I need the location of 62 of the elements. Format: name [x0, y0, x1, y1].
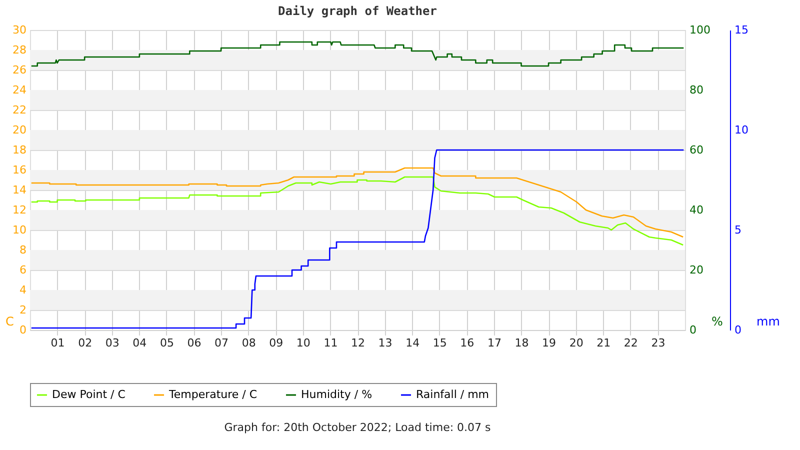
y-axis-title: C: [6, 314, 14, 328]
x-tick-label: 16: [460, 336, 474, 350]
x-tick-label: 07: [214, 336, 229, 350]
x-tick-label: 22: [624, 336, 638, 350]
x-tick-label: 21: [596, 336, 611, 350]
x-tick-label: 02: [78, 336, 92, 350]
y-tick-label: 4: [20, 284, 26, 296]
y-tick-label: 10: [12, 224, 26, 236]
y-tick-label: 26: [12, 64, 26, 76]
legend-label: Temperature / C: [168, 388, 258, 401]
line-series: [30, 149, 684, 329]
y3-tick-label: 15: [734, 24, 748, 36]
y-tick-label: 12: [12, 204, 26, 216]
line-series: [30, 167, 684, 238]
line-series: [30, 41, 684, 67]
y2-tick-label: 60: [690, 144, 704, 156]
y-tick-label: 0: [20, 324, 26, 336]
y2-axis-title: %: [712, 314, 723, 328]
x-tick-label: 04: [132, 336, 147, 350]
y-tick-label: 2: [20, 304, 26, 316]
y-tick-label: 30: [12, 24, 26, 36]
y-tick-label: 6: [20, 264, 26, 276]
y3-tick-label: 0: [734, 324, 742, 336]
legend-label: Humidity / %: [301, 388, 372, 401]
text: Graph for: 20th October 2022; Load time: 0.07 s: [224, 421, 492, 434]
y-tick-label: 22: [12, 104, 26, 116]
x-tick-label: 01: [50, 336, 65, 350]
x-tick-label: 03: [105, 336, 120, 350]
x-tick-label: 18: [514, 336, 529, 350]
y-tick-label: 8: [20, 244, 26, 256]
y2-tick-label: 20: [690, 264, 704, 276]
y-tick-label: 20: [12, 124, 26, 136]
y3-tick-label: 10: [734, 124, 748, 136]
chart-title: Daily graph of Weather: [278, 4, 437, 18]
legend-label: Dew Point / C: [52, 388, 126, 401]
x-tick-label: 08: [242, 336, 256, 350]
y-tick-label: 14: [12, 184, 26, 196]
y2-tick-label: 0: [690, 324, 696, 336]
y2-tick-label: 40: [690, 204, 704, 216]
x-tick-label: 17: [487, 336, 502, 350]
x-tick-label: 05: [160, 336, 174, 350]
line-series: [30, 176, 684, 246]
y-tick-label: 24: [12, 84, 26, 96]
y3-axis-title: mm: [756, 314, 780, 328]
x-tick-label: 06: [187, 336, 202, 350]
x-tick-label: 15: [432, 336, 447, 350]
x-tick-label: 09: [269, 336, 284, 350]
y2-tick-label: 100: [690, 24, 710, 36]
y3-tick-label: 5: [734, 224, 742, 236]
y-tick-label: 16: [12, 164, 26, 176]
x-tick-label: 11: [324, 336, 338, 350]
x-tick-label: 14: [406, 336, 420, 350]
x-tick-label: 12: [351, 336, 365, 350]
x-tick-label: 10: [296, 336, 310, 350]
y-tick-label: 28: [12, 44, 26, 56]
x-tick-label: 19: [542, 336, 556, 350]
x-tick-label: 13: [378, 336, 392, 350]
x-tick-label: 23: [651, 336, 666, 350]
legend-label: Rainfall / mm: [416, 388, 490, 401]
y-tick-label: 18: [12, 144, 26, 156]
y2-tick-label: 80: [690, 84, 704, 96]
x-tick-label: 20: [569, 336, 584, 350]
